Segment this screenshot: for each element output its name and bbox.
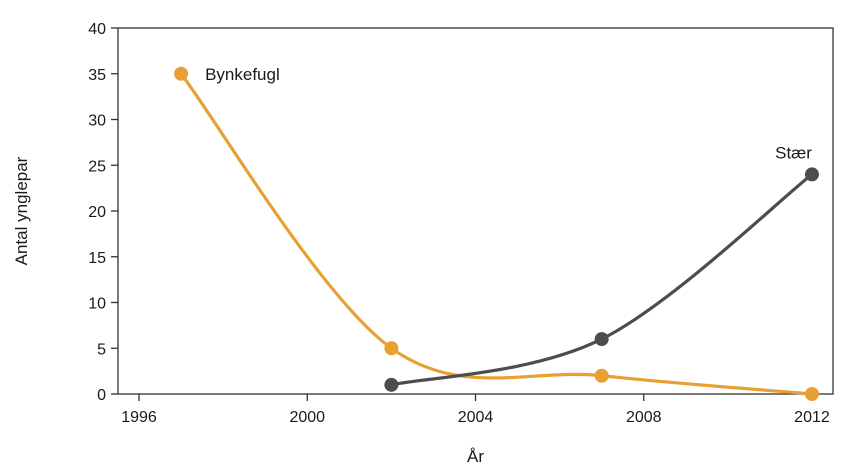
x-tick-label: 1996 <box>121 409 157 426</box>
series-layer <box>174 66 819 401</box>
y-tick-label: 10 <box>88 296 106 313</box>
x-axis-title: År <box>467 447 484 466</box>
data-point <box>594 368 609 383</box>
x-tick-label: 2008 <box>626 409 662 426</box>
data-point <box>174 66 189 81</box>
x-tick-label: 2012 <box>794 409 830 426</box>
y-tick-label: 25 <box>88 158 106 175</box>
x-tick-label: 2004 <box>458 409 494 426</box>
y-tick-label: 40 <box>88 21 106 38</box>
series-line <box>389 172 814 387</box>
y-tick-label: 30 <box>88 113 106 130</box>
series-st-r <box>384 167 819 392</box>
y-tick-label: 5 <box>97 341 106 358</box>
y-tick-label: 35 <box>88 67 106 84</box>
series-label: Stær <box>775 143 812 162</box>
series-labels: Bynkefugl Stær <box>205 65 812 163</box>
series-label: Bynkefugl <box>205 65 280 84</box>
y-tick-label: 0 <box>97 387 106 404</box>
y-tick-label: 20 <box>88 204 106 221</box>
plot-frame <box>117 27 834 395</box>
y-tick-label: 15 <box>88 250 106 267</box>
data-point <box>384 377 399 392</box>
x-tick-label: 2000 <box>289 409 325 426</box>
y-axis-title: Antal ynglepar <box>12 156 31 265</box>
y-axis-ticks: 0 5 10 15 20 25 30 35 40 <box>88 21 118 404</box>
data-point <box>384 341 399 356</box>
data-point <box>594 332 609 347</box>
data-point <box>804 387 819 401</box>
series-line <box>179 72 814 396</box>
x-axis-ticks: 1996 2000 2004 2008 2012 <box>121 394 830 426</box>
data-point <box>804 167 819 182</box>
series-bynkefugl <box>174 66 819 401</box>
